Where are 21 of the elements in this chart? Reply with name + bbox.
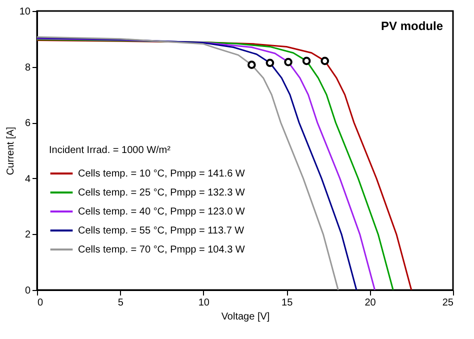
text: PV module — [380, 19, 444, 33]
x-tick-label: 10 — [198, 298, 210, 308]
legend-label: Cells temp. = 70 °C, Pmpp = 104.3 W — [78, 244, 246, 256]
legend-label: Cells temp. = 55 °C, Pmpp = 113.7 W — [78, 226, 245, 236]
x-tick-label: 15 — [282, 298, 294, 308]
y-tick-label: 2 — [24, 230, 31, 241]
legend-label: Cells temp. = 10 °C, Pmpp = 141.6 W — [78, 168, 246, 180]
x-tick-label: 0 — [38, 298, 44, 308]
x-tick-label: 5 — [118, 298, 124, 308]
x-axis-title: Voltage [V] — [221, 312, 270, 322]
legend-label: Cells temp. = 40 °C, Pmpp = 123.0 W — [78, 206, 246, 218]
y-tick-label: 10 — [19, 6, 31, 18]
x-tick-label: 20 — [364, 298, 376, 308]
annotation: Incident Irrad. = 1000 W/m² — [49, 145, 172, 156]
y-axis-title: Current [A] — [5, 126, 16, 176]
x-tick-label: 25 — [442, 298, 454, 308]
legend-label: Cells temp. = 25 °C, Pmpp = 132.3 W — [78, 188, 246, 198]
y-tick-label: 8 — [24, 62, 31, 74]
y-tick-label: 4 — [24, 174, 31, 185]
y-tick-label: 0 — [24, 286, 31, 296]
y-tick-label: 6 — [24, 118, 31, 130]
